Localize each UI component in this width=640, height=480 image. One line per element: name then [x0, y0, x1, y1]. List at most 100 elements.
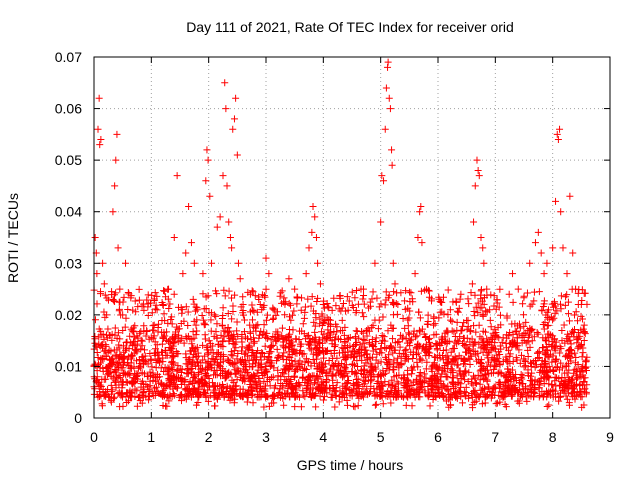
data-point — [475, 321, 483, 329]
data-point — [581, 289, 589, 297]
data-point — [104, 325, 112, 333]
data-point — [120, 352, 128, 360]
data-point — [263, 393, 271, 401]
data-point — [498, 338, 506, 346]
data-point — [580, 388, 588, 396]
data-point — [359, 393, 367, 401]
data-point — [193, 316, 201, 324]
data-point — [234, 349, 242, 357]
data-point — [296, 382, 304, 390]
data-point — [567, 330, 575, 338]
data-point — [577, 312, 585, 320]
data-point — [195, 378, 203, 386]
data-point — [580, 321, 588, 329]
data-point — [565, 350, 573, 358]
data-point — [428, 295, 436, 303]
data-point — [188, 340, 196, 348]
data-point — [164, 364, 172, 372]
data-point — [165, 285, 173, 293]
data-point — [394, 338, 402, 346]
data-point — [291, 403, 299, 411]
data-point — [335, 349, 343, 357]
data-point — [390, 300, 398, 308]
data-point — [103, 390, 111, 398]
data-point — [160, 310, 168, 318]
data-point — [338, 393, 346, 401]
data-point — [314, 259, 322, 267]
data-point — [221, 374, 229, 382]
data-point — [355, 346, 363, 354]
data-point — [476, 304, 484, 312]
data-point — [250, 307, 258, 315]
data-point — [363, 350, 371, 358]
data-point — [377, 358, 385, 366]
data-point — [415, 308, 423, 316]
data-point — [332, 391, 340, 399]
data-point — [441, 362, 449, 370]
data-point — [550, 367, 558, 375]
data-point — [470, 218, 478, 226]
data-point — [152, 364, 160, 372]
data-point — [231, 370, 239, 378]
data-point — [476, 380, 484, 388]
data-point — [564, 298, 572, 306]
x-tick-label: 9 — [606, 429, 614, 445]
data-point — [309, 307, 317, 315]
data-point — [397, 361, 405, 369]
data-point — [371, 259, 379, 267]
data-point — [408, 381, 416, 389]
data-point — [138, 342, 146, 350]
data-point — [120, 293, 128, 301]
data-point — [578, 393, 586, 401]
data-point — [319, 378, 327, 386]
data-point — [178, 365, 186, 373]
data-point — [219, 343, 227, 351]
data-point — [95, 393, 103, 401]
data-point — [384, 327, 392, 335]
data-point — [168, 359, 176, 367]
data-point — [522, 383, 530, 391]
data-point — [473, 156, 481, 164]
data-point — [365, 338, 373, 346]
data-point — [509, 366, 517, 374]
chart-title: Day 111 of 2021, Rate Of TEC Index for r… — [186, 19, 514, 35]
data-point — [337, 335, 345, 343]
data-point — [229, 352, 237, 360]
data-point — [567, 390, 575, 398]
data-point — [493, 399, 501, 407]
data-point — [329, 376, 337, 384]
data-point — [579, 381, 587, 389]
data-point — [556, 125, 564, 133]
data-point — [228, 394, 236, 402]
data-point — [424, 311, 432, 319]
data-point — [207, 327, 215, 335]
data-point — [274, 376, 282, 384]
data-point — [139, 385, 147, 393]
data-point — [262, 285, 270, 293]
data-point — [207, 340, 215, 348]
data-point — [350, 361, 358, 369]
data-point — [421, 347, 429, 355]
data-point — [316, 372, 324, 380]
data-point — [384, 58, 392, 66]
data-point — [509, 298, 517, 306]
data-point — [113, 130, 121, 138]
data-point — [571, 349, 579, 357]
data-point — [358, 309, 366, 317]
data-point — [566, 345, 574, 353]
data-point — [553, 363, 561, 371]
data-point — [573, 339, 581, 347]
data-point — [304, 295, 312, 303]
data-point — [201, 321, 209, 329]
data-point — [363, 385, 371, 393]
data-point — [435, 295, 443, 303]
data-point — [212, 287, 220, 295]
data-point — [481, 328, 489, 336]
data-point — [110, 369, 118, 377]
data-point — [246, 329, 254, 337]
data-point — [191, 307, 199, 315]
data-point — [256, 383, 264, 391]
data-point — [217, 372, 225, 380]
data-point — [385, 351, 393, 359]
data-point — [200, 305, 208, 313]
